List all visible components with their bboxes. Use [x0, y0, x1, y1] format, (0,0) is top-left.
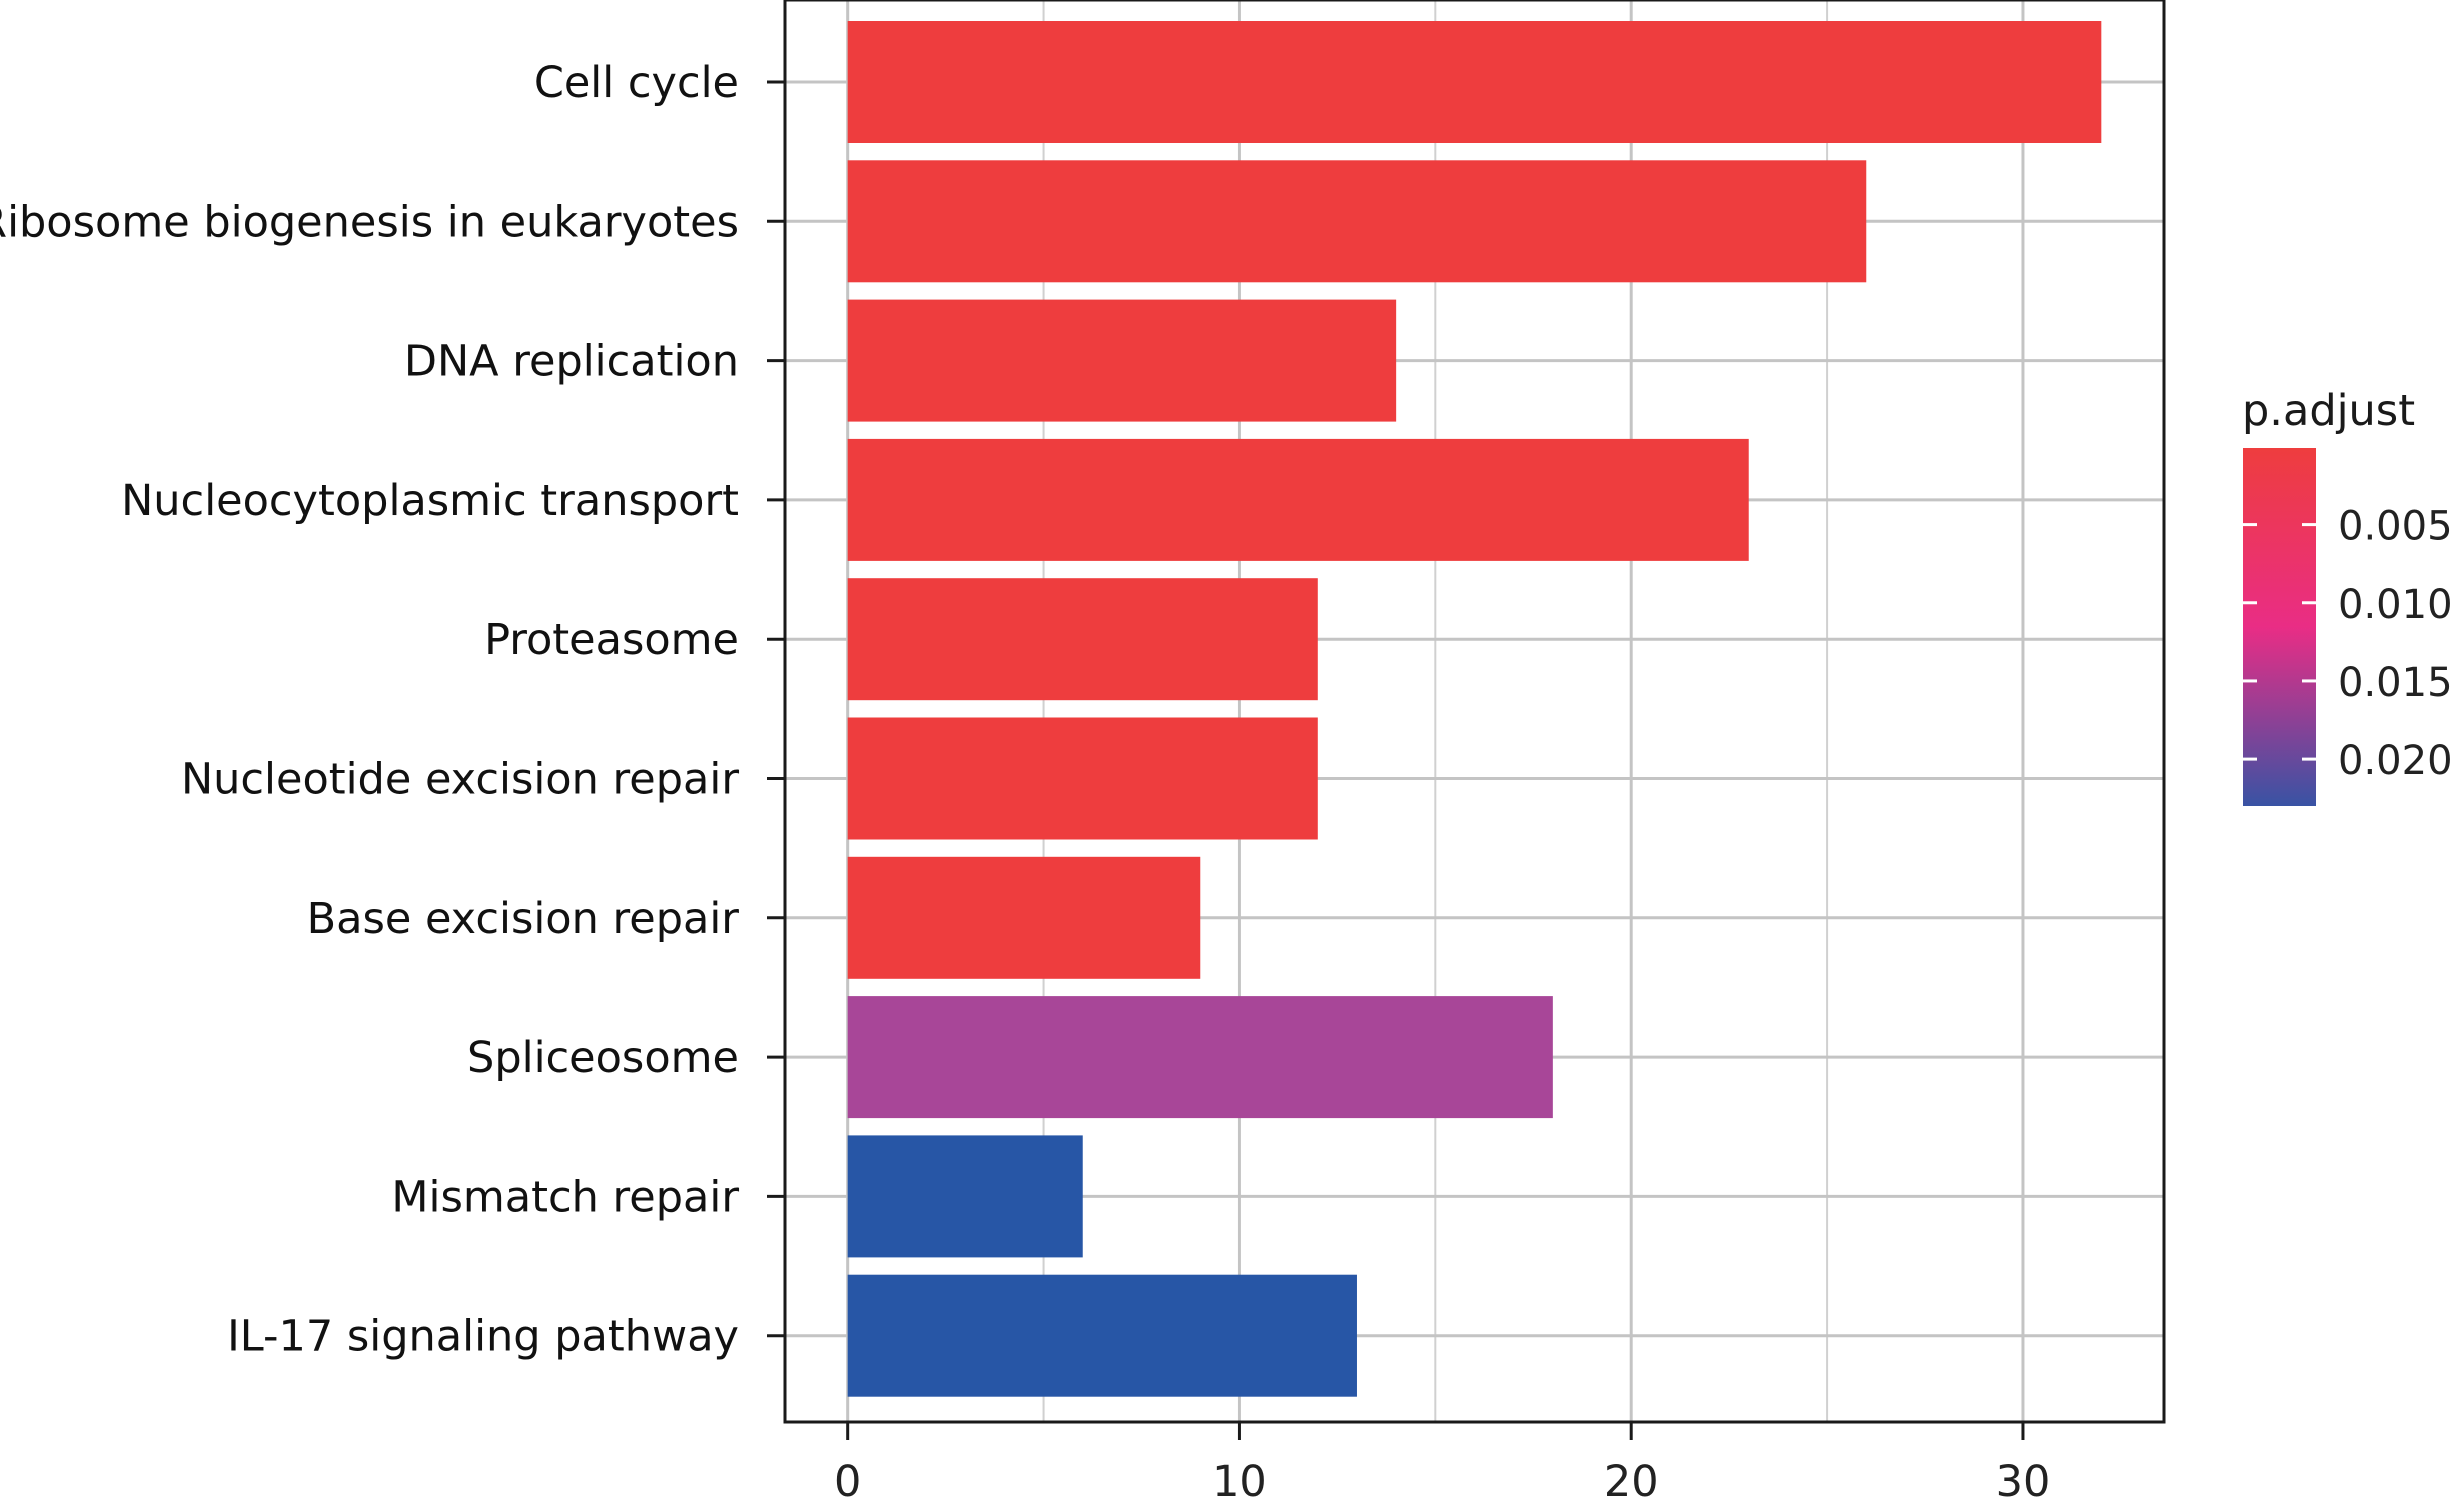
bar-base-excision-repair [847, 856, 1201, 979]
y-tick-label: Proteasome [484, 615, 739, 665]
bar-il-17-signaling-pathway [847, 1274, 1357, 1397]
legend-tick-label: 0.020 [2338, 738, 2453, 784]
legend-tick-label: 0.015 [2338, 660, 2453, 706]
legend-tick-label: 0.005 [2338, 504, 2453, 550]
x-tick-label: 0 [834, 1457, 861, 1502]
y-tick-label: Nucleotide excision repair [181, 755, 739, 805]
legend-ticks: 0.005 0.010 0.015 0.020 [2243, 504, 2453, 784]
y-tick-label: DNA replication [404, 337, 739, 387]
bar-nucleocytoplasmic-transport [847, 438, 1749, 561]
bar-spliceosome [847, 996, 1553, 1119]
legend-colorbar [2243, 448, 2316, 806]
y-tick-label: Mismatch repair [391, 1172, 739, 1222]
x-tick-label: 20 [1604, 1457, 1659, 1502]
y-tick-label: Base excision repair [307, 894, 740, 944]
bars [847, 21, 2102, 1397]
y-tick-label: Ribosome biogenesis in eukaryotes [0, 197, 739, 247]
bar-dna-replication [847, 299, 1397, 422]
legend-tick-label: 0.010 [2338, 582, 2453, 628]
plot-border [783, 0, 2166, 1424]
color-legend: p.adjust 0.005 0.010 0.015 0.020 [2242, 386, 2453, 806]
y-tick-label: Spliceosome [467, 1033, 739, 1083]
bar-nucleotide-excision-repair [847, 717, 1318, 840]
bar-ribosome-biogenesis-in-eukaryotes [847, 160, 1867, 283]
x-axis: 0 10 20 30 [834, 1422, 2051, 1506]
y-tick-label: Cell cycle [534, 58, 739, 108]
y-tick-label: IL-17 signaling pathway [227, 1312, 739, 1362]
y-tick-label: Nucleocytoplasmic transport [121, 476, 739, 526]
legend-title: p.adjust [2242, 386, 2415, 436]
x-tick-label: 10 [1212, 1457, 1267, 1502]
bar-cell-cycle [847, 21, 2102, 143]
x-tick-label: 30 [1996, 1457, 2051, 1502]
bar-proteasome [847, 578, 1318, 701]
bar-mismatch-repair [847, 1135, 1083, 1258]
y-axis: Cell cycle Ribosome biogenesis in eukaryo… [0, 58, 785, 1362]
